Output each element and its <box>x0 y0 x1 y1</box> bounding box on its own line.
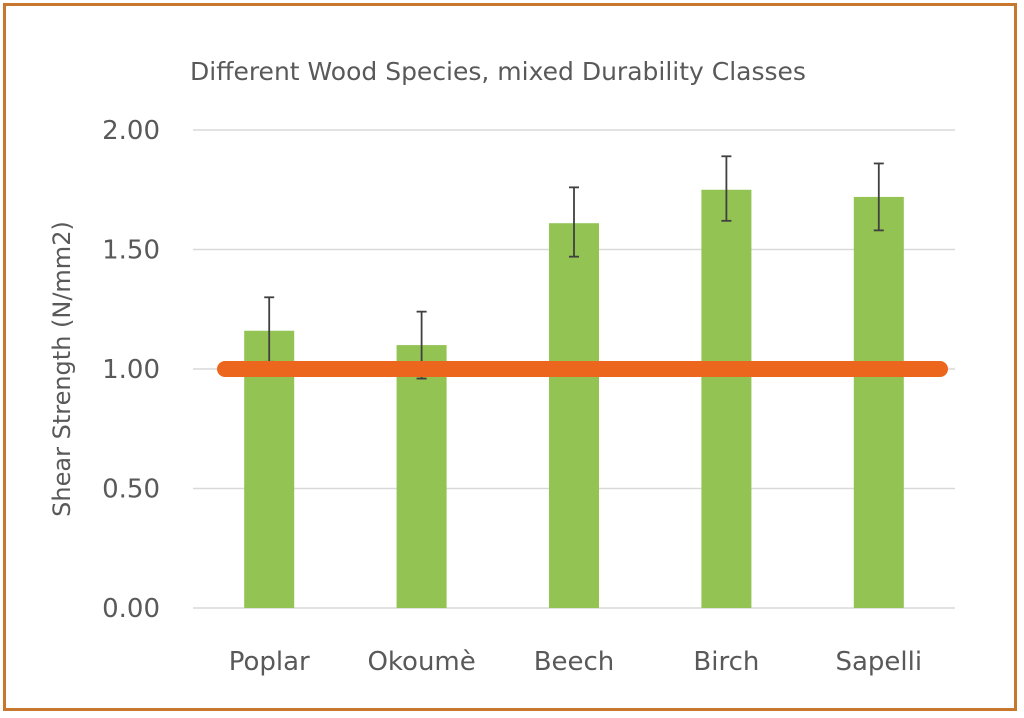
y-tick-label: 2.00 <box>102 116 160 146</box>
y-tick-label: 1.00 <box>102 355 160 385</box>
x-tick-label: Birch <box>693 647 759 677</box>
y-tick-label: 0.50 <box>102 475 160 505</box>
x-tick-label: Okoumè <box>367 647 475 677</box>
y-axis-label: Shear Strength (N/mm2) <box>48 221 76 517</box>
chart-frame <box>3 3 1017 711</box>
x-tick-label: Poplar <box>229 647 310 677</box>
bar-beech <box>549 223 599 608</box>
bar-birch <box>701 189 752 608</box>
x-tick-label: Beech <box>534 647 615 677</box>
chart-title: Different Wood Species, mixed Durability… <box>190 57 806 86</box>
bar-okoumè <box>396 345 447 608</box>
y-tick-label: 1.50 <box>102 236 160 266</box>
x-tick-label: Sapelli <box>835 647 922 677</box>
y-tick-label: 0.00 <box>102 594 160 624</box>
bar-sapelli <box>853 196 904 609</box>
